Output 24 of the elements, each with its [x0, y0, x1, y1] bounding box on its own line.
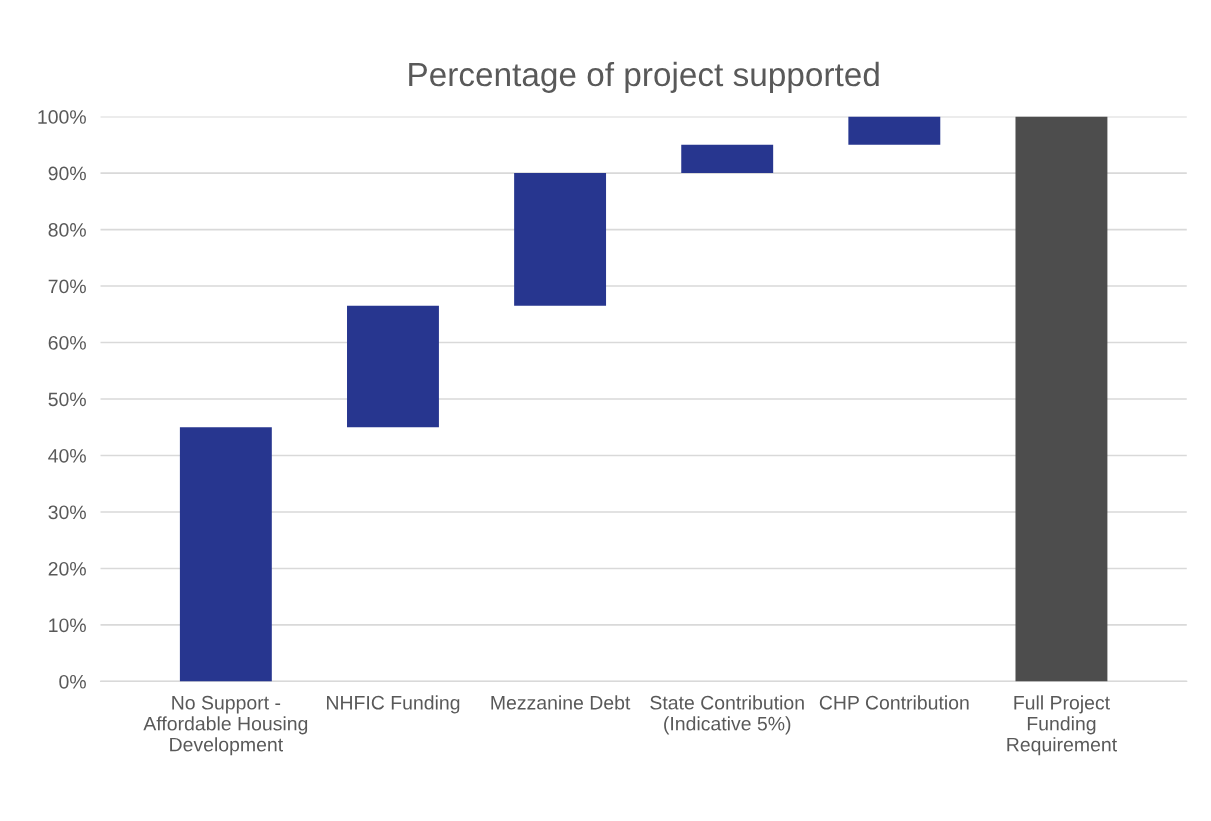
y-tick-label: 60%	[48, 335, 86, 350]
x-tick-label: No Support - Affordable Housing Development	[143, 695, 308, 756]
y-tick-label: 20%	[48, 561, 86, 576]
x-tick-label: CHP Contribution	[819, 695, 969, 710]
y-tick-label: 10%	[49, 618, 86, 633]
y-tick-label: 50%	[48, 392, 86, 407]
bar	[848, 116, 941, 145]
y-tick-label: 100%	[38, 110, 86, 124]
x-tick-label: NHFIC Funding	[327, 695, 460, 714]
bar	[179, 427, 272, 682]
y-tick-label: 40%	[48, 448, 86, 463]
bar	[514, 173, 607, 306]
bar	[1015, 116, 1108, 682]
y-tick-label: 30%	[48, 505, 86, 520]
x-tick-label: Mezzanine Debt	[491, 695, 631, 710]
bar	[681, 144, 774, 174]
x-tick-label: Full Project Funding Requirement	[1007, 695, 1117, 756]
bar	[347, 305, 439, 428]
x-tick-label: State Contribution (Indicative 5%)	[650, 695, 804, 735]
y-tick-label: 80%	[48, 223, 86, 237]
y-tick-label: 0%	[59, 674, 86, 689]
y-tick-label: 90%	[48, 166, 86, 181]
y-tick-label: 70%	[48, 279, 86, 294]
chart-title: Percentage of project supported	[409, 61, 879, 93]
